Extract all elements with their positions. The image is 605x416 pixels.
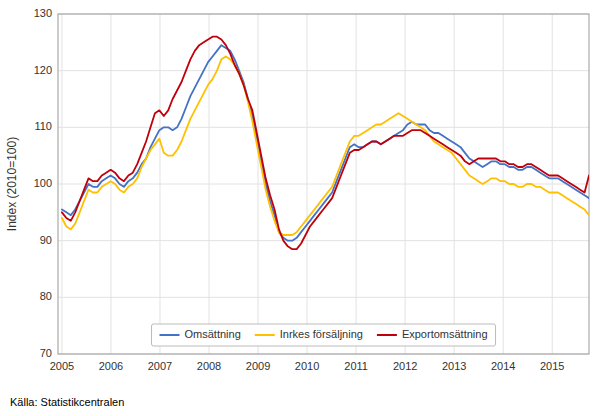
legend-label: Inrkes försäljning	[280, 328, 363, 340]
grid-line-x	[405, 14, 406, 354]
series-lines	[62, 37, 589, 250]
source-note: Källa: Statistikcentralen	[10, 396, 124, 408]
legend-swatch	[160, 334, 180, 336]
background	[0, 0, 605, 416]
x-tick-label: 2007	[148, 360, 172, 372]
series-line	[62, 37, 589, 250]
grid-line-y	[58, 70, 589, 71]
grid-line-x	[61, 14, 62, 354]
grid-line-y	[58, 297, 589, 298]
legend-item: Inrkes försäljning	[255, 328, 363, 340]
x-tick-label: 2012	[393, 360, 417, 372]
x-tick-label: 2005	[50, 360, 74, 372]
legend-box	[152, 324, 496, 346]
grid-line-x	[110, 14, 111, 354]
x-tick-label: 2014	[491, 360, 515, 372]
grid-line-y	[58, 240, 589, 241]
plot-frame	[58, 14, 589, 354]
x-tick-label: 2009	[246, 360, 270, 372]
y-tick-label: 90	[40, 234, 52, 246]
x-tick-label: 2013	[442, 360, 466, 372]
grid-line-x	[258, 14, 259, 354]
grid-line-x	[209, 14, 210, 354]
y-tick-label: 70	[40, 347, 52, 359]
x-tick-label: 2008	[197, 360, 221, 372]
grid-line-x	[307, 14, 308, 354]
legend-label: Exportomsättning	[402, 328, 488, 340]
x-tick-label: 2010	[295, 360, 319, 372]
grid-line-x	[159, 14, 160, 354]
y-axis-label: Index (2010=100)	[5, 137, 19, 231]
grid-line-x	[356, 14, 357, 354]
series-line	[62, 57, 589, 236]
grid-line-x	[503, 14, 504, 354]
y-tick-label: 80	[40, 290, 52, 302]
legend-swatch	[377, 334, 397, 336]
y-tick-label: 120	[34, 64, 52, 76]
legend-label: Omsättning	[185, 328, 241, 340]
x-tick-label: 2011	[344, 360, 368, 372]
chart: 70 80 90 100 110 120 130 2005 2006 2007 2008 2009 20…	[0, 0, 605, 416]
legend: Omsättning Inrkes försäljning Exportomsätt…	[152, 324, 496, 346]
y-tick-label: 110	[34, 120, 52, 132]
grid-line-y	[58, 127, 589, 128]
grid-line-x	[552, 14, 553, 354]
grid	[58, 14, 589, 354]
y-tick-label: 130	[34, 7, 52, 19]
legend-item: Exportomsättning	[377, 328, 488, 340]
x-tick-label: 2006	[99, 360, 123, 372]
x-tick-label: 2015	[540, 360, 564, 372]
y-tick-label: 100	[34, 177, 52, 189]
grid-line-x	[454, 14, 455, 354]
series-line	[62, 45, 589, 241]
legend-swatch	[255, 334, 275, 336]
legend-item: Omsättning	[160, 328, 241, 340]
